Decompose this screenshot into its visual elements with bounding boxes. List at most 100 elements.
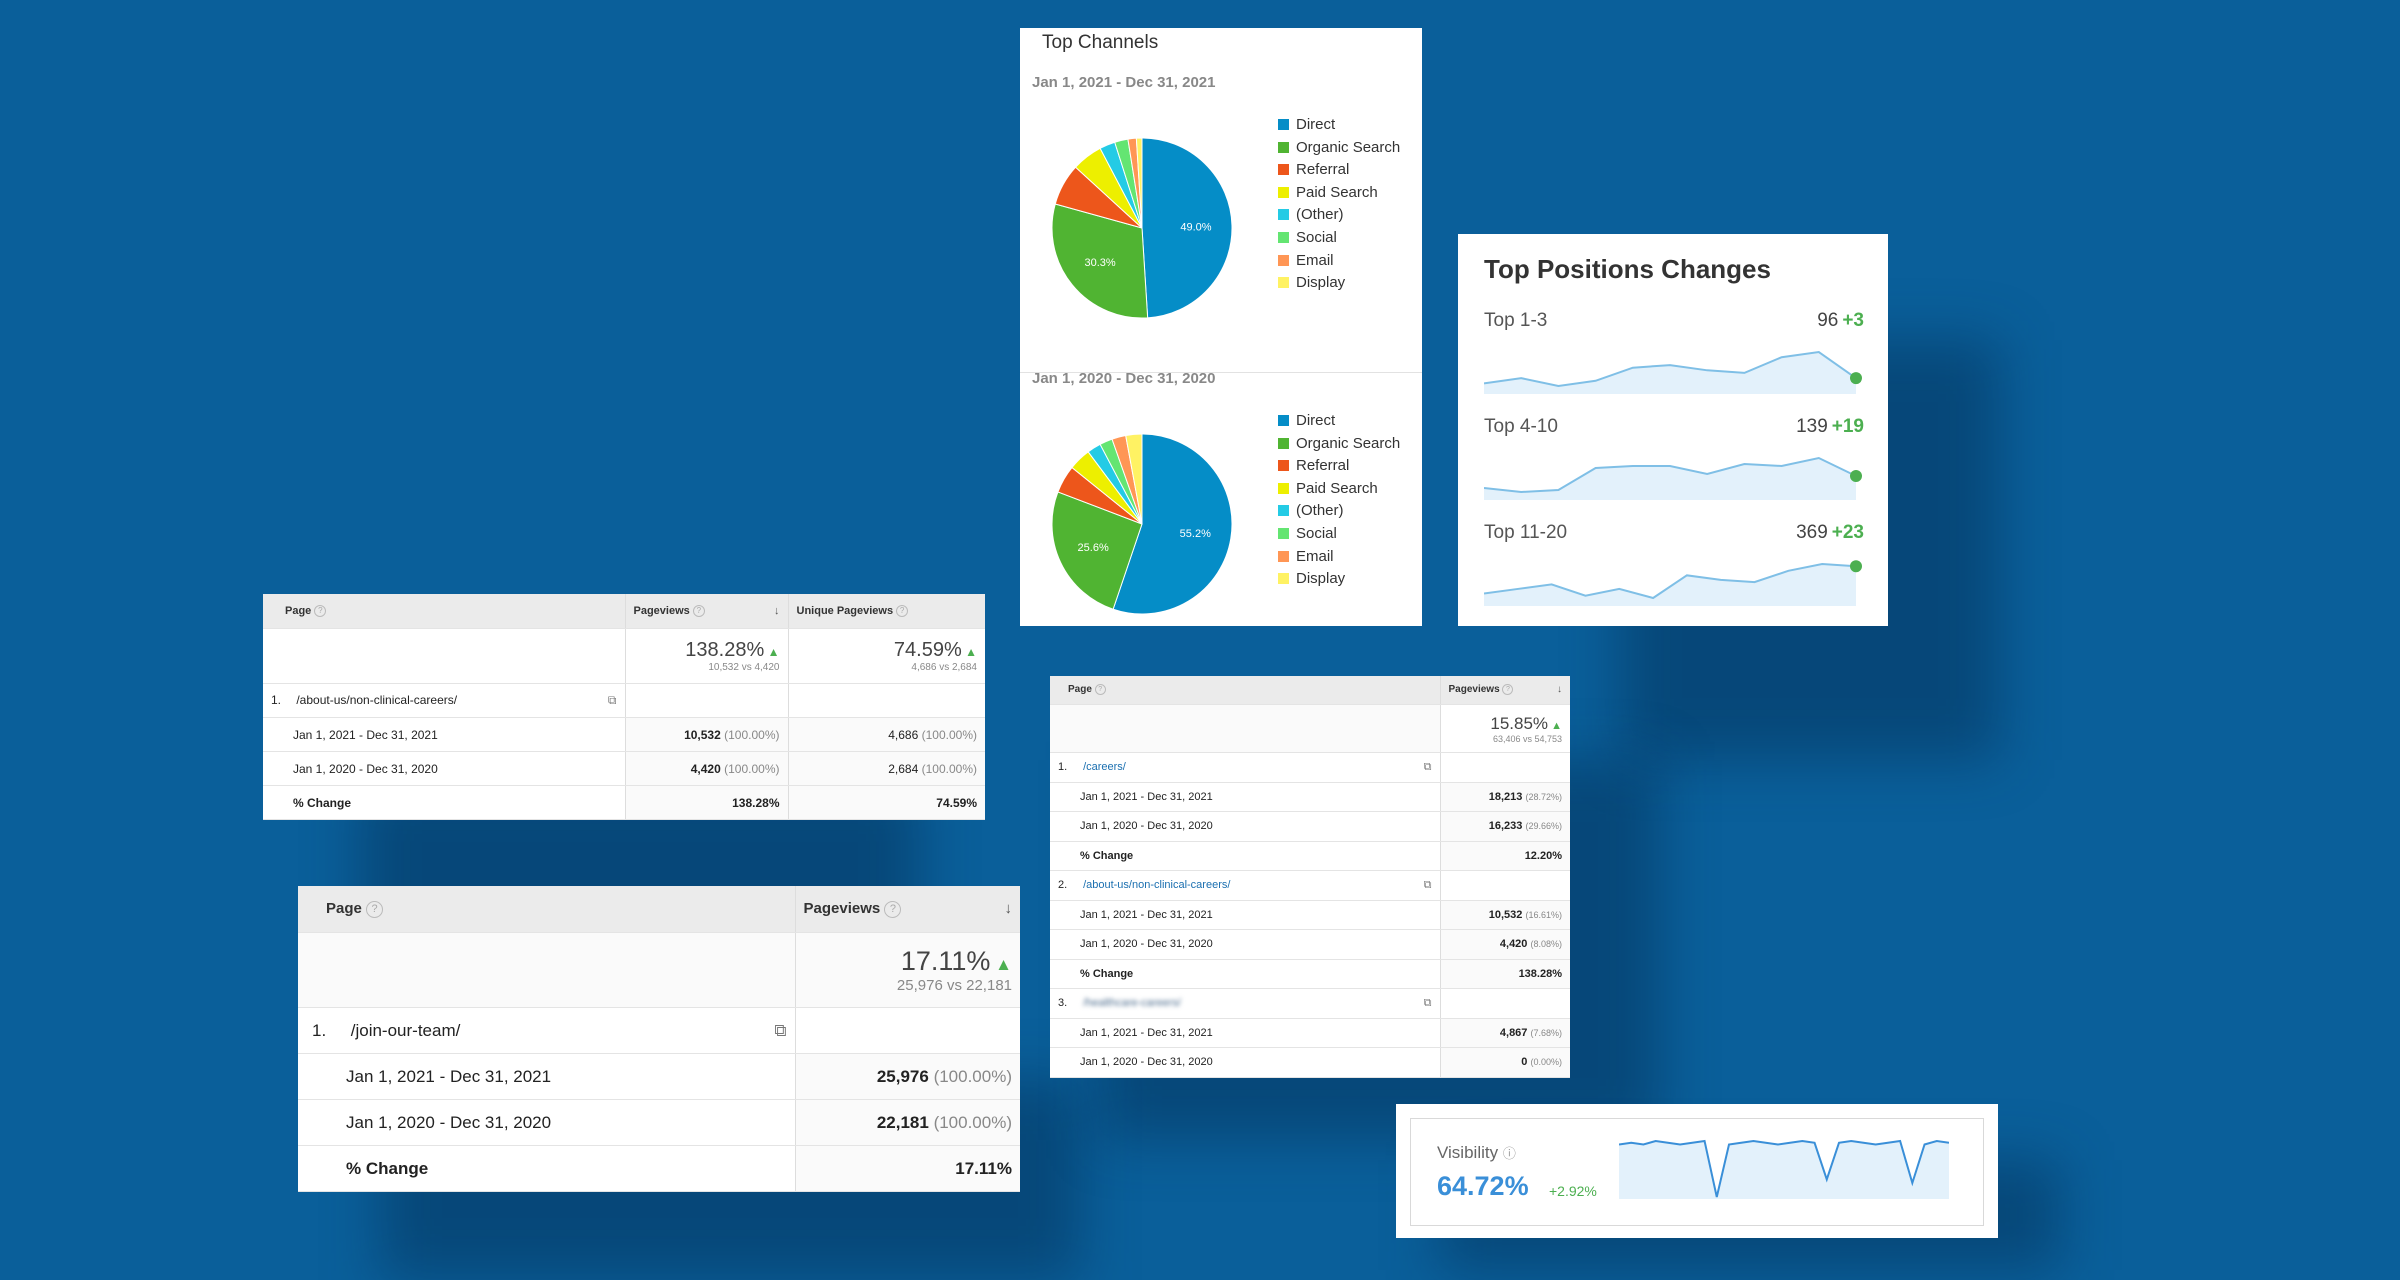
unique-share: (100.00%) xyxy=(921,761,977,776)
date-range-label: Jan 1, 2020 - Dec 31, 2020 xyxy=(1050,811,1440,842)
pageviews-value: 4,867 xyxy=(1499,1026,1528,1039)
position-change: +3 xyxy=(1842,310,1864,331)
page-link[interactable]: /about-us/non-clinical-careers/ xyxy=(1083,878,1231,891)
position-block-top-4-10[interactable]: Top 4-10 139 +19 xyxy=(1484,416,1864,500)
page-link-blurred[interactable]: /healthcare-careers/ xyxy=(1083,996,1181,1009)
legend-swatch xyxy=(1278,527,1289,539)
sparkline-area xyxy=(1484,458,1856,500)
table-row: Jan 1, 2021 - Dec 31, 2021 18,213 (28.72… xyxy=(1050,782,1570,812)
page-link[interactable]: /careers/ xyxy=(1083,760,1126,773)
column-header-page-label: Page xyxy=(1068,684,1092,696)
row-number: 2. xyxy=(1058,878,1068,891)
legend-item[interactable]: Display xyxy=(1278,272,1400,295)
table-row: Jan 1, 2020 - Dec 31, 2020 16,233 (29.66… xyxy=(1050,811,1570,842)
legend-item[interactable]: (Other) xyxy=(1278,500,1400,523)
column-header-page[interactable]: Page ? xyxy=(263,594,625,629)
pie-slice-organic-search[interactable] xyxy=(1051,203,1149,319)
summary-row: 17.11% ▲ 25,976 vs 22,181 xyxy=(298,932,1020,1008)
pie-slice-direct[interactable] xyxy=(1112,433,1233,615)
legend-swatch xyxy=(1278,415,1289,426)
pageviews-value: 4,420 xyxy=(690,761,721,776)
legend-swatch xyxy=(1278,277,1289,289)
column-header-pageviews[interactable]: Pageviews ? ↓ xyxy=(1439,676,1570,705)
legend-swatch xyxy=(1278,164,1289,176)
up-arrow-icon: ▲ xyxy=(767,645,780,659)
legend-item[interactable]: Organic Search xyxy=(1278,137,1400,160)
external-link-icon[interactable]: ⧉ xyxy=(1423,760,1432,773)
legend-item[interactable]: Social xyxy=(1278,227,1400,250)
column-header-page[interactable]: Page ? xyxy=(298,886,795,933)
external-link-icon[interactable]: ⧉ xyxy=(1423,878,1432,891)
table-row: Jan 1, 2020 - Dec 31, 2020 0 (0.00%) xyxy=(1050,1047,1570,1078)
pageviews-share: (100.00%) xyxy=(724,761,780,776)
external-link-icon[interactable]: ⧉ xyxy=(774,1020,787,1040)
help-icon[interactable]: ? xyxy=(366,900,384,918)
unique-share: (100.00%) xyxy=(921,727,977,742)
pie-slice-display[interactable] xyxy=(1135,137,1143,229)
sparkline-area xyxy=(1484,352,1856,394)
page-link[interactable]: /join-our-team/ xyxy=(350,1020,461,1040)
change-unique: 74.59% xyxy=(936,795,977,810)
table-row: 1. /join-our-team/ ⧉ xyxy=(298,1007,1020,1054)
legend-item[interactable]: Referral xyxy=(1278,159,1400,182)
table-row: Jan 1, 2020 - Dec 31, 2020 4,420 (100.00… xyxy=(263,751,985,786)
legend-item[interactable]: Social xyxy=(1278,523,1400,546)
page-link[interactable]: /about-us/non-clinical-careers/ xyxy=(296,693,458,707)
pie-slice-direct[interactable] xyxy=(1141,137,1233,319)
position-block-top-1-3[interactable]: Top 1-3 96 +3 xyxy=(1484,310,1864,394)
pie-chart-2020: 55.2% 25.6% xyxy=(1051,433,1233,615)
legend-swatch xyxy=(1278,505,1289,517)
help-icon[interactable]: ? xyxy=(1094,684,1106,696)
help-icon[interactable]: ? xyxy=(896,605,909,618)
legend-item[interactable]: Email xyxy=(1278,546,1400,569)
legend-item[interactable]: (Other) xyxy=(1278,204,1400,227)
help-icon[interactable]: ? xyxy=(314,605,327,618)
pie-chart-2021: 49.0% 30.3% xyxy=(1051,137,1233,319)
external-link-icon[interactable]: ⧉ xyxy=(607,693,617,707)
legend-label: (Other) xyxy=(1296,502,1344,520)
legend-item[interactable]: Display xyxy=(1278,568,1400,591)
pageviews-value: 4,420 xyxy=(1499,938,1528,951)
pageviews-share: (16.61%) xyxy=(1525,909,1562,920)
change-pageviews: 138.28% xyxy=(732,795,780,810)
sort-down-arrow-icon[interactable]: ↓ xyxy=(1557,684,1562,696)
legend-item[interactable]: Direct xyxy=(1278,114,1400,137)
sort-down-arrow-icon[interactable]: ↓ xyxy=(774,604,780,617)
legend-item[interactable]: Organic Search xyxy=(1278,433,1400,456)
table-row: Jan 1, 2021 - Dec 31, 2021 10,532 (100.0… xyxy=(263,717,985,752)
column-header-pageviews[interactable]: Pageviews ? ↓ xyxy=(794,886,1020,933)
pie-slice-display[interactable] xyxy=(1125,433,1143,525)
legend-item[interactable]: Paid Search xyxy=(1278,478,1400,501)
column-header-page[interactable]: Page ? xyxy=(1050,676,1440,705)
sparkline-end-dot xyxy=(1850,470,1862,482)
legend-item[interactable]: Referral xyxy=(1278,455,1400,478)
change-pageviews: 17.11% xyxy=(955,1158,1012,1178)
table-row: Jan 1, 2021 - Dec 31, 2021 4,867 (7.68%) xyxy=(1050,1018,1570,1048)
sort-down-arrow-icon[interactable]: ↓ xyxy=(1004,900,1013,918)
legend-label: Social xyxy=(1296,524,1337,542)
legend-label: Display xyxy=(1296,570,1346,588)
column-header-pageviews[interactable]: Pageviews ? ↓ xyxy=(624,594,788,629)
help-icon[interactable]: ? xyxy=(1502,684,1514,696)
help-icon[interactable]: ? xyxy=(884,900,902,918)
sparkline-line xyxy=(1484,562,1857,600)
legend-item[interactable]: Direct xyxy=(1278,410,1400,433)
legend-label: Display xyxy=(1296,274,1346,292)
pageviews-value: 16,233 xyxy=(1488,820,1523,833)
legend-item[interactable]: Paid Search xyxy=(1278,182,1400,205)
change-label: % Change xyxy=(298,1145,795,1192)
pageviews-value: 0 xyxy=(1521,1056,1528,1069)
position-block-top-11-20[interactable]: Top 11-20 369 +23 xyxy=(1484,522,1864,606)
external-link-icon[interactable]: ⧉ xyxy=(1423,996,1432,1009)
legend-item[interactable]: Email xyxy=(1278,250,1400,273)
help-icon[interactable]: ? xyxy=(692,605,705,618)
pageviews-share: (0.00%) xyxy=(1530,1057,1562,1068)
column-header-unique-pageviews[interactable]: Unique Pageviews ? xyxy=(787,594,985,629)
legend-label: Email xyxy=(1296,251,1334,269)
pie-2021-date-range: Jan 1, 2021 - Dec 31, 2021 xyxy=(1032,74,1216,91)
legend-label: (Other) xyxy=(1296,206,1344,224)
info-icon[interactable]: ⓘ xyxy=(1502,1146,1516,1161)
column-header-pageviews-label: Pageviews xyxy=(1448,684,1500,696)
visibility-value: 64.72% xyxy=(1437,1171,1529,1201)
pie-slice-organic-search[interactable] xyxy=(1051,491,1143,610)
